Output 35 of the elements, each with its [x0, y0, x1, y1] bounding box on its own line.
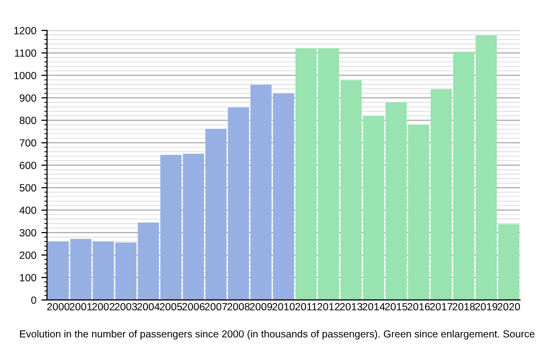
x-tick-label: 2013	[340, 303, 362, 310]
x-tick-label: 2015	[385, 303, 408, 310]
y-tick-label: 500	[20, 184, 36, 192]
x-tick-label: 2007	[204, 303, 228, 310]
x-tick-label: 2001	[70, 303, 92, 310]
y-tick-label: 1100	[15, 49, 36, 57]
y-tick-label: 200	[20, 252, 36, 259]
x-tick-label: 2005	[160, 303, 182, 310]
x-tick-label: 2004	[137, 303, 160, 310]
x-tick-label: 2019	[475, 303, 498, 310]
x-tick-label: 2018	[452, 303, 475, 310]
x-tick-label: 2008	[227, 303, 250, 310]
x-tick-label: 2012	[318, 303, 340, 310]
y-tick-label: 0	[31, 296, 36, 304]
y-tick-label: 100	[20, 274, 36, 282]
x-tick-label: 2011	[295, 303, 317, 310]
y-tick-label: 1200	[14, 26, 36, 34]
text: Evolution in the number of passengers since 2000 (in thousands of passengers). Green since enlargement. Source	[20, 330, 534, 340]
y-tick-label: 1000	[14, 72, 36, 80]
x-tick-label: 2017	[430, 303, 452, 310]
x-tick-label: 2010	[272, 303, 295, 310]
y-tick-label: 900	[20, 94, 36, 102]
x-tick-label: 2002	[92, 303, 114, 310]
y-tick-label: 600	[20, 162, 36, 170]
x-tick-label: 2016	[408, 303, 430, 310]
x-tick-label: 2006	[182, 303, 205, 310]
y-tick-label: 700	[20, 139, 36, 147]
x-tick-label: 2014	[362, 303, 385, 310]
x-tick-label: 2003	[114, 303, 137, 310]
y-tick-label: 300	[20, 229, 36, 236]
y-tick-label: 400	[19, 206, 36, 214]
x-tick-label: 2020	[498, 303, 520, 310]
x-tick-label: 2009	[250, 303, 272, 310]
y-tick-label: 800	[20, 116, 36, 124]
x-tick-label: 2000	[47, 303, 70, 310]
